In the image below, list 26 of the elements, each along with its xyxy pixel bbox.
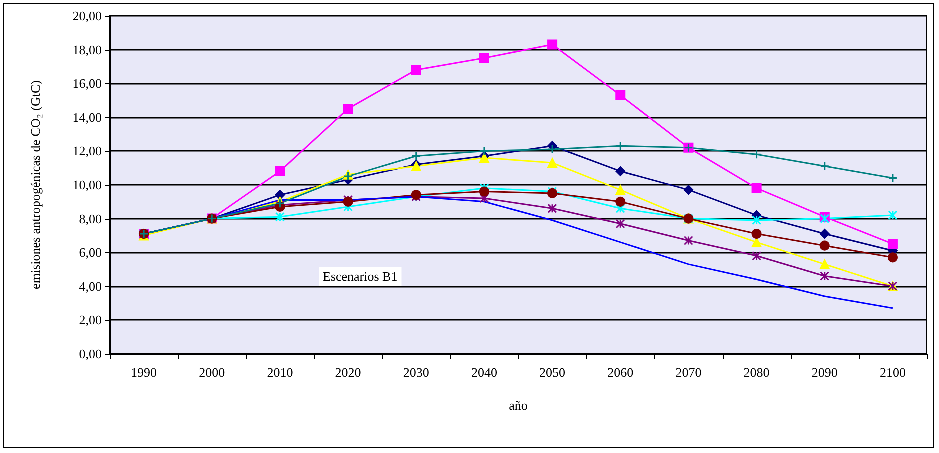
- y-tick-label: 0,00: [79, 346, 102, 362]
- annotation: Escenarios B1: [323, 269, 398, 284]
- y-tick-label: 2,00: [79, 312, 102, 328]
- x-tick-label: 2020: [335, 365, 362, 380]
- x-tick-label: 2070: [676, 365, 702, 380]
- x-tick-label: 2060: [608, 365, 634, 380]
- y-tick-label: 16,00: [72, 76, 102, 92]
- y-axis-title: emisiones antropogénicas de CO₂ (GtC): [28, 80, 43, 290]
- x-tick-label: 2030: [403, 365, 430, 380]
- y-tick-label: 12,00: [72, 144, 102, 159]
- x-axis-title: año: [509, 398, 528, 413]
- y-tick-label: 18,00: [72, 42, 102, 58]
- y-tick-label: 8,00: [79, 211, 102, 226]
- y-tick-label: 10,00: [72, 178, 102, 192]
- x-tick-label: 2000: [199, 365, 226, 380]
- x-tick-label: 2050: [540, 365, 566, 380]
- x-tick-label: 2080: [744, 365, 770, 380]
- x-tick-label: 1990: [131, 365, 158, 380]
- y-tick-label: 20,00: [72, 8, 102, 24]
- x-tick-label: 2100: [880, 365, 906, 380]
- x-tick-label: 2040: [471, 365, 498, 380]
- y-tick-label: 14,00: [72, 110, 102, 125]
- x-tick-label: 2010: [267, 365, 294, 380]
- y-tick-label: 6,00: [79, 245, 102, 260]
- x-tick-label: 2090: [812, 365, 838, 380]
- y-tick-label: 4,00: [79, 278, 102, 294]
